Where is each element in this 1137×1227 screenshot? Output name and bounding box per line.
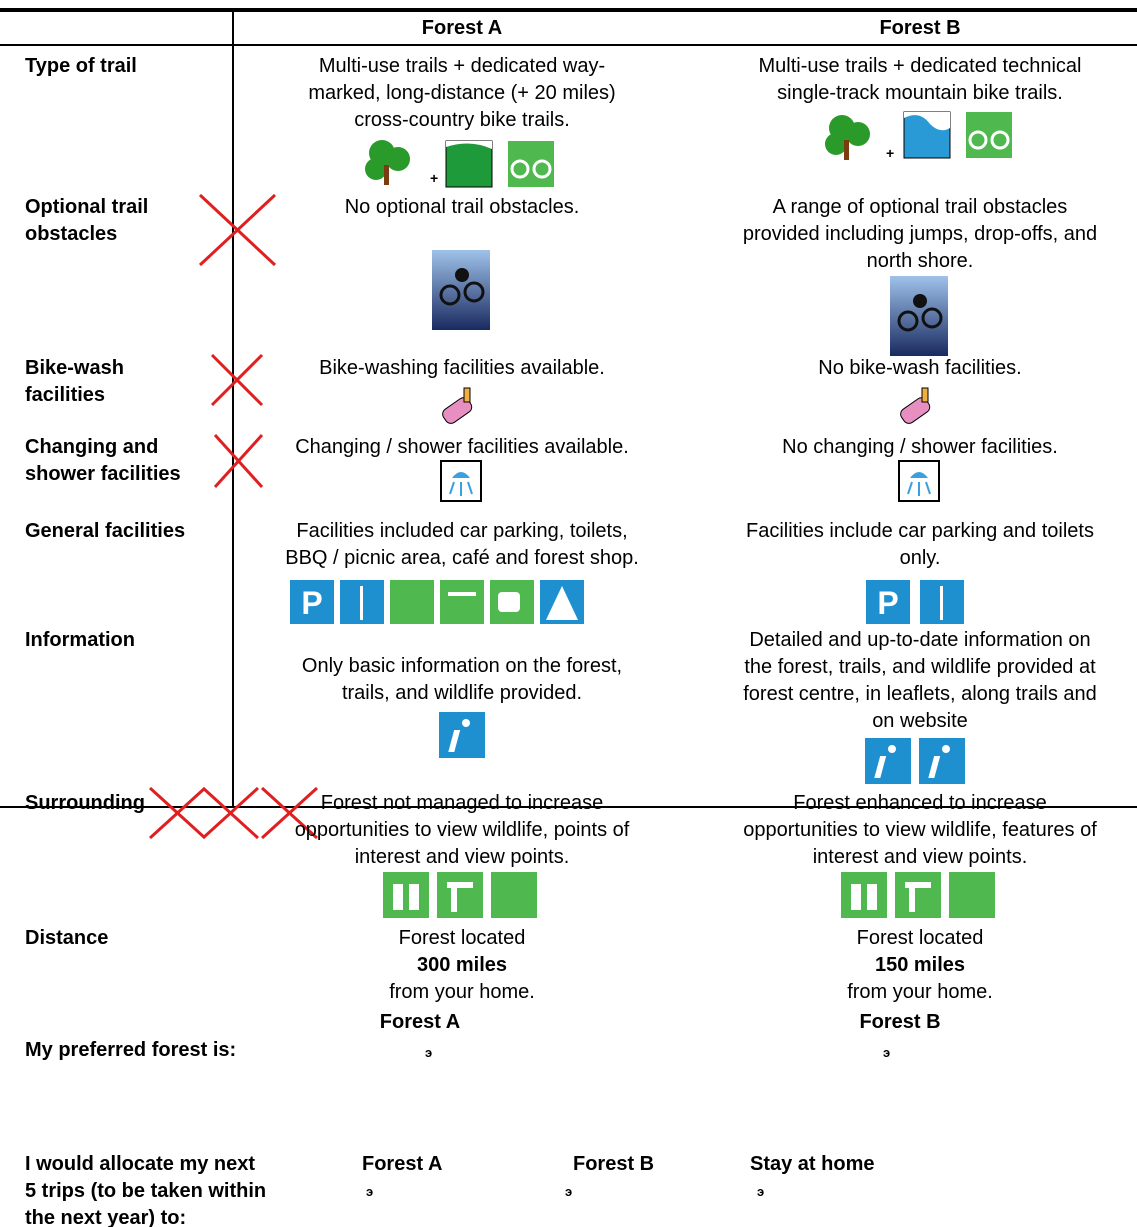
trail-icons: + [825,111,1012,161]
header-rule [0,44,1137,46]
cell-text: Forest not managed to increase [320,792,604,814]
facility-icons: P [866,580,964,624]
cell-text: interest and view points. [812,846,1028,868]
cell-text: Facilities include car parking and toile… [746,520,1094,542]
choice-box[interactable]: э [425,1045,433,1060]
cell-text: Forest enhanced to increase [793,792,1047,814]
column-header: Forest A [421,17,503,39]
cell-text: No changing / shower facilities. [782,436,1058,458]
jump-photo [432,250,490,330]
brush-icon [442,387,473,424]
row-label: Optional trail [25,196,149,218]
option-label: Forest A [379,1011,461,1033]
info-icons [865,738,965,784]
option-label: Forest B [859,1011,941,1033]
option-label: Forest B [573,1153,655,1175]
choice-box[interactable]: э [565,1184,573,1199]
row-label: General facilities [25,520,186,542]
row-label: facilities [25,384,106,406]
row-label: Type of trail [25,55,137,77]
jump-photo [890,276,948,356]
cell-text: 150 miles [874,954,966,976]
cell-text: interest and view points. [354,846,570,868]
choice-box[interactable]: э [366,1184,374,1199]
row-label: Distance [25,927,109,949]
row-label: shower facilities [25,463,181,485]
cell-text: Bike-washing facilities available. [319,357,605,379]
cell-text: from your home. [847,981,993,1003]
cell-text: only. [899,547,941,569]
choice-box[interactable]: э [883,1045,891,1060]
option-label: Stay at home [750,1153,875,1175]
cell-text: Only basic information on the forest, [301,655,623,677]
shower-icon [898,460,940,502]
cell-text: opportunities to view wildlife, points o… [294,819,630,841]
svg-text:P: P [877,585,898,621]
cell-text: marked, long-distance (+ 20 miles) [308,82,616,104]
cell-text: No bike-wash facilities. [818,357,1022,379]
cell-text: Forest located [856,927,984,949]
svg-text:+: + [886,145,894,161]
row-label: obstacles [25,223,118,245]
option-label: Forest A [362,1153,443,1175]
cell-text: 300 miles [416,954,508,976]
trail-icons: + [365,140,554,188]
info-icon [439,712,485,758]
svg-text:P: P [301,585,322,621]
cell-text: Multi-use trails + dedicated technical [758,55,1082,77]
cell-text: Multi-use trails + dedicated way- [318,55,606,77]
cell-text: provided including jumps, drop-offs, and [742,223,1098,245]
row-label: Information [25,629,135,651]
bottom-rule [0,806,1137,808]
cell-text: cross-country bike trails. [354,109,570,131]
shower-icon [440,460,482,502]
cell-text: No optional trail obstacles. [344,196,580,218]
view-icons [383,872,537,918]
cell-text: single-track mountain bike trails. [777,82,1063,104]
cell-text: BBQ / picnic area, café and forest shop. [285,547,639,569]
view-icons [841,872,995,918]
cell-text: Forest located [398,927,526,949]
column-rule [232,10,234,808]
cell-text: trails, and wildlife provided. [341,682,583,704]
svg-text:+: + [430,170,438,186]
question: My preferred forest is: [25,1039,237,1061]
brush-icon [900,387,931,424]
question: the next year) to: [25,1207,187,1227]
question: 5 trips (to be taken within [25,1180,267,1202]
cell-text: north shore. [866,250,974,272]
facility-icons: P [290,580,584,624]
choice-box[interactable]: э [757,1184,765,1199]
top-rule [0,8,1137,12]
column-header: Forest B [879,17,961,39]
cell-text: on website [872,710,968,732]
row-label: Bike-wash [25,357,124,379]
cell-text: Detailed and up-to-date information on [749,629,1091,651]
row-label: Changing and [25,436,159,458]
cell-text: forest centre, in leaflets, along trails… [743,683,1097,705]
cell-text: from your home. [389,981,535,1003]
row-label: Surrounding [25,792,145,814]
cell-text: the forest, trails, and wildlife provide… [744,656,1096,678]
question: I would allocate my next [25,1153,256,1175]
cell-text: Facilities included car parking, toilets… [296,520,628,542]
cell-text: Changing / shower facilities available. [295,436,629,458]
cell-text: A range of optional trail obstacles [772,196,1068,218]
cell-text: opportunities to view wildlife, features… [743,819,1097,841]
